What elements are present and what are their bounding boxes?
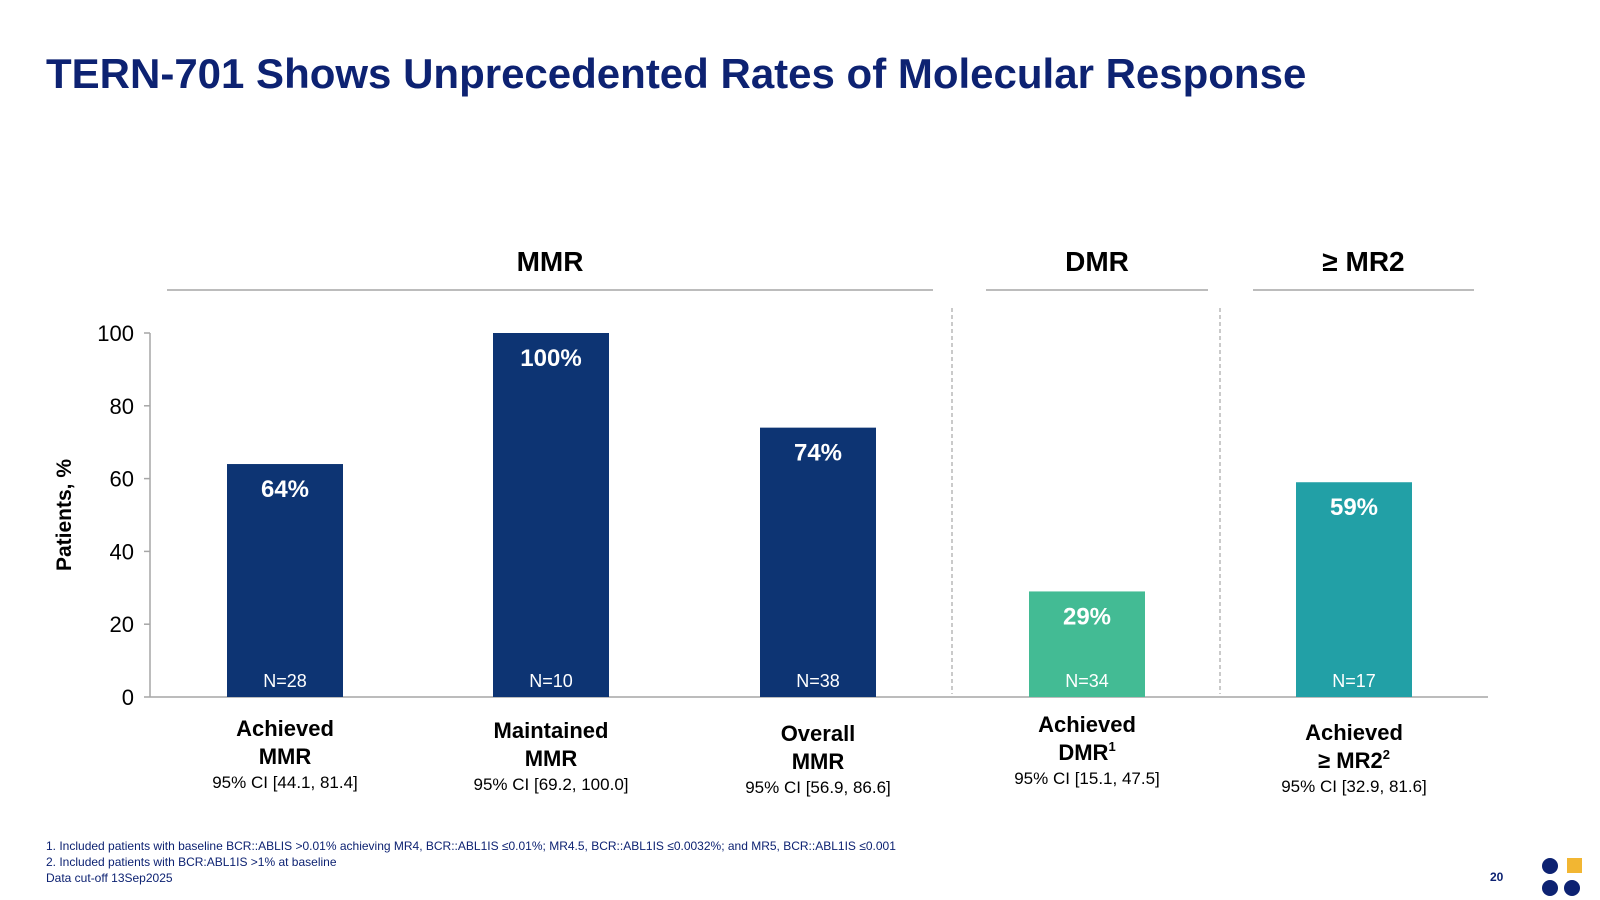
bar-n-label: N=17 xyxy=(1332,671,1376,691)
category-label: Achieved xyxy=(1038,712,1136,737)
page-number: 20 xyxy=(1490,870,1504,884)
data-cutoff-note: Data cut-off 13Sep2025 xyxy=(46,871,173,885)
y-tick-label: 60 xyxy=(110,467,134,492)
group-header: ≥ MR2 xyxy=(1322,246,1404,277)
bar-chart: Patients, % 0 20 40 60 80 100 MMR DMR ≥ MR2 64% N=2… xyxy=(53,246,1488,797)
category-label: DMR1 xyxy=(1058,739,1115,765)
y-axis-label: Patients, % xyxy=(53,459,76,571)
bar-n-label: N=10 xyxy=(529,671,573,691)
confidence-interval-label: 95% CI [69.2, 100.0] xyxy=(474,775,629,794)
confidence-interval-label: 95% CI [32.9, 81.6] xyxy=(1281,777,1427,796)
category-label: Maintained xyxy=(494,718,609,743)
company-logo-icon xyxy=(1542,858,1582,896)
footnote-marker: 1 xyxy=(1108,739,1115,754)
bar-n-label: N=34 xyxy=(1065,671,1109,691)
category-label: Achieved xyxy=(236,716,334,741)
category-label: MMR xyxy=(259,744,312,769)
bar xyxy=(493,333,609,697)
y-tick-label: 40 xyxy=(110,539,134,564)
footnotes: 1. Included patients with baseline BCR::… xyxy=(46,838,896,886)
slide-title: TERN-701 Shows Unprecedented Rates of Mo… xyxy=(46,50,1307,97)
bar-n-label: N=38 xyxy=(796,671,840,691)
y-tick-label: 100 xyxy=(97,321,134,346)
bar-value-label: 59% xyxy=(1330,494,1378,521)
bar-value-label: 74% xyxy=(794,440,842,467)
group-header: MMR xyxy=(517,246,584,277)
y-tick-label: 80 xyxy=(110,394,134,419)
bar xyxy=(1296,482,1412,697)
category-label: ≥ MR22 xyxy=(1318,747,1390,773)
footnote-1: 1. Included patients with baseline BCR::… xyxy=(46,839,896,853)
bar xyxy=(760,427,876,697)
category-label: Achieved xyxy=(1305,720,1403,745)
confidence-interval-label: 95% CI [15.1, 47.5] xyxy=(1014,769,1160,788)
confidence-interval-label: 95% CI [44.1, 81.4] xyxy=(212,773,358,792)
y-tick-label: 0 xyxy=(122,685,134,710)
confidence-interval-label: 95% CI [56.9, 86.6] xyxy=(745,778,891,797)
bar-n-label: N=28 xyxy=(263,671,307,691)
category-label: MMR xyxy=(792,749,845,774)
group-header: DMR xyxy=(1065,246,1129,277)
bar xyxy=(227,464,343,697)
footnote-marker: 2 xyxy=(1383,747,1390,762)
bar xyxy=(1029,591,1145,697)
footnote-2: 2. Included patients with BCR:ABL1IS >1%… xyxy=(46,855,337,869)
bar-value-label: 64% xyxy=(261,476,309,503)
bar-value-label: 29% xyxy=(1063,603,1111,630)
y-tick-label: 20 xyxy=(110,612,134,637)
category-label: MMR xyxy=(525,746,578,771)
bar-value-label: 100% xyxy=(520,345,581,372)
category-label: Overall xyxy=(781,721,856,746)
